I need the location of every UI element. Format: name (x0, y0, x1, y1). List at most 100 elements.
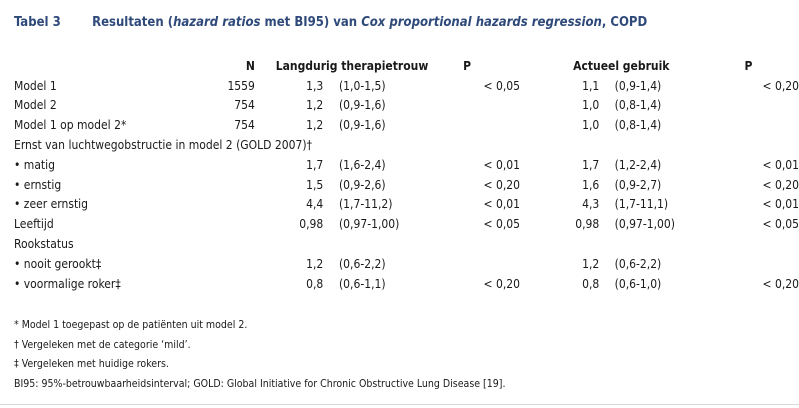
cell-hr-current: 1,0 (582, 98, 600, 113)
footnote: BI95: 95%-betrouwbaarheidsinterval; GOLD… (14, 377, 506, 390)
row-label: Leeftijd (14, 217, 54, 232)
cell-ci-therapy: (0,6-2,2) (338, 256, 386, 271)
cell-ci-therapy: (1,6-2,4) (338, 157, 386, 172)
cell-p-therapy: < 0,20 (483, 177, 521, 192)
cell-ci-current: (0,8-1,4) (614, 118, 662, 133)
cell-p-current: < 0,20 (762, 78, 799, 93)
cell-ci-current: (1,2-2,4) (614, 157, 662, 172)
row-label: • nooit gerookt‡ (14, 256, 102, 271)
cell-p-current: < 0,01 (762, 157, 799, 172)
cell-p-current (723, 254, 799, 274)
header-current: Actueel gebruik (573, 58, 670, 73)
header-therapy: Langdurig therapietrouw (275, 58, 429, 73)
cell-p-therapy: < 0,01 (483, 197, 521, 212)
cell-spacer (323, 155, 331, 175)
cell-spacer (599, 155, 606, 175)
table-header-row: N Langdurig therapietrouw P Actueel gebr… (14, 56, 799, 76)
table-notes: * Model 1 toegepast op de patiënten uit … (14, 316, 505, 394)
cell-spacer (323, 96, 331, 116)
cell-hr-current: 1,7 (582, 157, 600, 172)
cell-ci-therapy: (0,6-1,1) (338, 276, 386, 291)
cell-n (201, 195, 255, 215)
header-label-cell (14, 56, 201, 76)
table-row: Model 1 1559 1,3 (1,0-1,5) < 0,05 1,1 (0,9-1,4… (14, 76, 799, 96)
cell-spacer (599, 274, 606, 294)
cell-n: 1559 (227, 78, 255, 93)
footnote: * Model 1 toegepast op de patiënten uit … (14, 319, 248, 331)
cell-ci-therapy: (0,9-2,6) (338, 177, 386, 192)
cell-ci-current: (0,9-1,4) (614, 78, 662, 93)
cell-hr-current: 0,98 (575, 217, 600, 232)
row-label: • voormalige roker‡ (14, 276, 121, 291)
table-row: • matig 1,7 (1,6-2,4) < 0,01 1,7 (1,2-2,4) < 0… (14, 155, 799, 175)
cell-n (201, 214, 255, 234)
cell-p-current (723, 96, 799, 116)
cell-hr-therapy: 1,2 (306, 118, 324, 133)
table-title-part: , COPD (601, 15, 648, 30)
cell-ci-current: (0,6-1,0) (614, 276, 662, 291)
cell-spacer (323, 274, 331, 294)
cell-spacer (323, 175, 331, 195)
cell-ci-current: (0,8-1,4) (614, 98, 662, 113)
cell-spacer (599, 254, 606, 274)
table-row: Model 2 754 1,2 (0,9-1,6) 1,0 (0,8-1,4) (14, 96, 799, 116)
cell-hr-current: 1,6 (582, 177, 600, 192)
cell-hr-therapy: 4,4 (306, 197, 324, 212)
row-label: • ernstig (14, 177, 62, 192)
cell-ci-therapy: (0,97-1,00) (338, 217, 400, 232)
cell-p-current (723, 115, 799, 135)
cell-ci-current: (1,7-11,1) (614, 197, 669, 212)
cell-hr-current: 1,1 (582, 78, 600, 93)
cell-p-current: < 0,05 (762, 217, 799, 232)
cell-n (201, 155, 255, 175)
cell-spacer (599, 175, 606, 195)
row-label: • zeer ernstig (14, 197, 89, 212)
row-label: Model 1 op model 2* (14, 118, 127, 133)
cell-spacer (599, 115, 606, 135)
cell-ci-current: (0,97-1,00) (614, 217, 676, 232)
cell-ci-current: (0,6-2,2) (614, 256, 662, 271)
cell-spacer (599, 195, 606, 215)
cell-hr-therapy: 1,2 (306, 256, 324, 271)
row-label: • matig (14, 157, 56, 172)
cell-spacer (599, 214, 606, 234)
cell-spacer (323, 214, 331, 234)
cell-hr-therapy: 1,2 (306, 98, 324, 113)
table-number: Tabel 3 (14, 15, 61, 30)
cell-spacer (323, 76, 331, 96)
cell-spacer (599, 96, 606, 116)
cell-spacer (323, 254, 331, 274)
cell-p-therapy: < 0,20 (483, 276, 521, 291)
row-label: Model 2 (14, 98, 57, 113)
cell-p-therapy: < 0,05 (483, 217, 521, 232)
cell-hr-therapy: 0,8 (306, 276, 324, 291)
cell-n (201, 274, 255, 294)
table-row: Model 1 op model 2* 754 1,2 (0,9-1,6) 1,0 (0,… (14, 115, 799, 135)
cell-hr-therapy: 1,7 (306, 157, 324, 172)
cell-ci-therapy: (1,7-11,2) (338, 197, 393, 212)
cell-ci-current: (0,9-2,7) (614, 177, 662, 192)
cell-hr-current: 1,2 (582, 256, 600, 271)
cell-hr-current: 4,3 (582, 197, 600, 212)
cell-p-current: < 0,20 (762, 276, 799, 291)
cell-spacer (323, 195, 331, 215)
table-row: • ernstig 1,5 (0,9-2,6) < 0,20 1,6 (0,9-2,7) <… (14, 175, 799, 195)
table-title-part: met BI95) van (260, 15, 362, 30)
cell-n (201, 254, 255, 274)
table-title-part: Resultaten ( (92, 15, 174, 30)
cell-ci-therapy: (0,9-1,6) (338, 98, 386, 113)
cell-p-current: < 0,01 (762, 197, 799, 212)
cell-p-therapy: < 0,01 (483, 157, 521, 172)
cell-hr-current: 0,8 (582, 276, 600, 291)
table-row: • voormalige roker‡ 0,8 (0,6-1,1) < 0,20 0,8… (14, 274, 799, 294)
header-p2: P (744, 58, 753, 73)
cell-spacer (599, 76, 606, 96)
header-p1: P (463, 58, 472, 73)
table-section-row: Ernst van luchtwegobstructie in model 2 … (14, 135, 799, 155)
table-caption: Tabel 3 Resultaten (hazard ratios met BI… (14, 15, 647, 30)
section-label: Ernst van luchtwegobstructie in model 2 … (14, 138, 312, 153)
bottom-divider (0, 404, 799, 405)
footnote: † Vergeleken met de categorie ‘mild’. (14, 338, 191, 351)
cell-p-therapy: < 0,05 (483, 78, 521, 93)
cell-hr-therapy: 1,3 (306, 78, 324, 93)
